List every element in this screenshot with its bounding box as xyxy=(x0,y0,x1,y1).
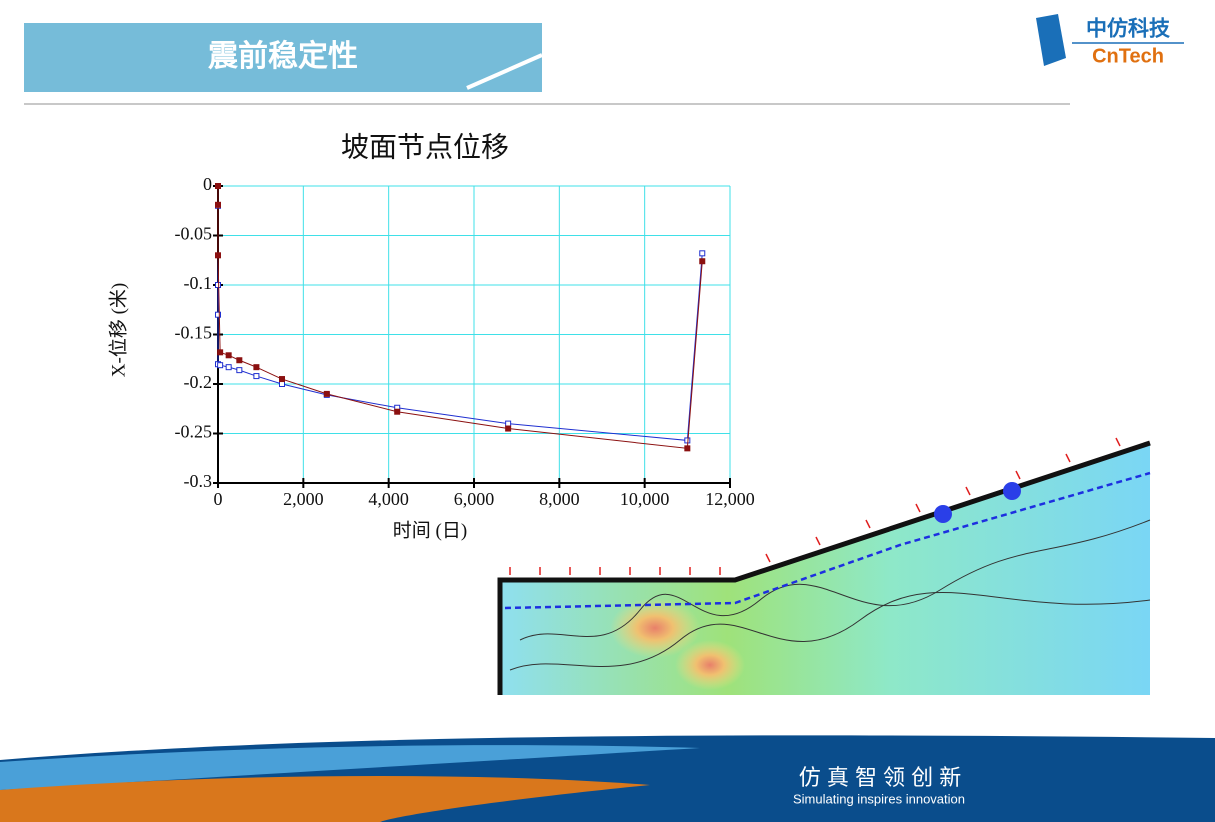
data-point xyxy=(505,425,512,432)
chart-title: 坡面节点位移 xyxy=(341,131,509,163)
header-title: 震前稳定性 xyxy=(208,39,358,73)
chart: 坡面节点位移 时间 (日) X-位移 (米) 0 2,000 4,000 6,000 8… xyxy=(107,131,754,541)
logo-brand: CnTech xyxy=(1092,45,1164,67)
x-tick-label: 8,000 xyxy=(539,489,580,509)
data-point xyxy=(225,364,232,371)
data-point xyxy=(215,201,221,208)
x-axis-label: 时间 (日) xyxy=(393,519,467,541)
data-point xyxy=(699,250,706,257)
data-point xyxy=(225,352,232,359)
data-point xyxy=(279,376,285,383)
x-tick-label: 4,000 xyxy=(368,489,409,509)
data-point xyxy=(699,258,706,265)
data-point xyxy=(217,349,224,356)
data-point xyxy=(215,282,221,288)
x-tick-label: 12,000 xyxy=(705,489,755,509)
x-tick-label: 6,000 xyxy=(454,489,495,509)
logo-mark xyxy=(1036,14,1066,66)
data-point xyxy=(236,367,243,374)
x-tick-label: 2,000 xyxy=(283,489,324,509)
header-bar xyxy=(24,23,542,92)
y-tick-label: -0.2 xyxy=(184,372,213,392)
y-tick-label: -0.1 xyxy=(184,273,213,293)
data-point xyxy=(253,373,260,380)
y-tick-label: -0.25 xyxy=(175,422,213,442)
y-tick-label: -0.15 xyxy=(175,323,213,343)
data-point xyxy=(253,364,260,371)
x-tick-label: 10,000 xyxy=(620,489,670,509)
footer-band xyxy=(0,735,1215,822)
series-line xyxy=(217,186,703,441)
data-point xyxy=(215,311,221,318)
data-point xyxy=(505,420,512,427)
y-tick-label: 0 xyxy=(203,174,212,194)
footer-tagline: Simulating inspires innovation xyxy=(793,791,965,806)
x-tick-label: 0 xyxy=(214,489,223,509)
y-axis-label: X-位移 (米) xyxy=(107,283,129,377)
series-line xyxy=(217,186,703,449)
header-accent xyxy=(466,53,543,90)
y-tick-label: -0.3 xyxy=(184,471,213,491)
data-point xyxy=(215,252,221,259)
data-point xyxy=(215,183,221,189)
footer-slogan: 仿 真 智 领 创 新 xyxy=(799,765,962,790)
data-point xyxy=(394,408,401,415)
data-point xyxy=(217,362,224,369)
y-tick-label: -0.05 xyxy=(175,224,213,244)
data-point xyxy=(236,357,243,364)
data-point xyxy=(323,390,330,397)
slope-image xyxy=(497,437,1151,695)
logo-name: 中仿科技 xyxy=(1086,17,1171,41)
data-point xyxy=(279,381,285,387)
data-point xyxy=(684,445,691,452)
